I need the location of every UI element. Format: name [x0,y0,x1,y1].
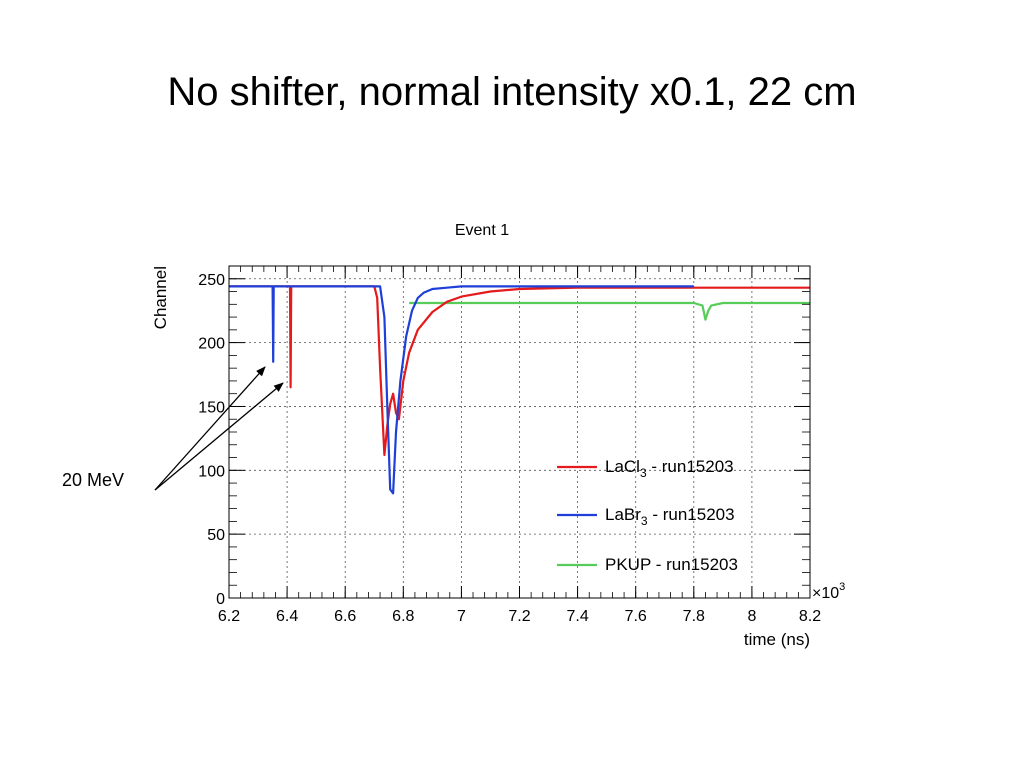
plot-area [229,285,810,495]
y-tick-label: 250 [198,272,225,289]
legend-entry-labr: LaBr3 - run15203 [605,505,735,528]
slide-title: No shifter, normal intensity x0.1, 22 cm [167,70,857,114]
legend-entry-pkup: PKUP - run15203 [605,555,738,574]
x-tick-label: 7.6 [625,608,647,625]
x-tick-label: 6.6 [334,608,356,625]
x-tick-label: 8.2 [799,608,821,625]
legend-subscript: 3 [640,466,647,480]
y-tick-label: 200 [198,336,225,353]
x-tick-label: 8 [747,608,756,625]
x-axis-label: time (ns) [744,630,810,649]
legend-name: LaBr [605,505,641,524]
legend-subscript: 3 [641,514,648,528]
chart-title: Event 1 [455,222,509,239]
x-tick-label: 6.2 [218,608,240,625]
x-multiplier-base: ×10 [812,585,839,602]
x-tick-label: 7.4 [566,608,588,625]
legend-suffix: - run15203 [648,505,735,524]
x-tick-label: 7.8 [683,608,705,625]
legend-entry-lacl: LaCl3 - run15203 [605,457,734,480]
legend-suffix: - run15203 [647,457,734,476]
series-line-labr [229,285,694,495]
x-tick-label: 6.4 [276,608,298,625]
x-tick-label: 7.2 [508,608,530,625]
x-tick-label: 7 [457,608,466,625]
annotation-arrow-blue [154,366,266,491]
y-tick-label: 0 [216,591,225,608]
y-tick-labels: 0 50 100 150 200 250 [198,272,225,608]
series-line-pkup [409,301,810,321]
x-tick-labels: 6.2 6.4 6.6 6.8 7 7.2 7.4 7.6 7.8 8 8.2 [218,608,821,625]
x-tick-label: 6.8 [392,608,414,625]
x-multiplier: ×103 [812,581,845,602]
legend-suffix: - run15203 [651,555,738,574]
legend-name: PKUP [605,555,651,574]
y-tick-label: 100 [198,463,225,480]
y-tick-label: 50 [207,527,225,544]
axis-ticks [228,265,811,599]
grid-lines [229,266,810,598]
x-multiplier-exponent: 3 [839,581,845,593]
y-tick-label: 150 [198,399,225,416]
legend-name: LaCl [605,457,640,476]
y-axis-label: Channel [151,266,170,329]
annotation-label: 20 MeV [62,470,124,490]
annotation-arrow-red [154,382,284,491]
